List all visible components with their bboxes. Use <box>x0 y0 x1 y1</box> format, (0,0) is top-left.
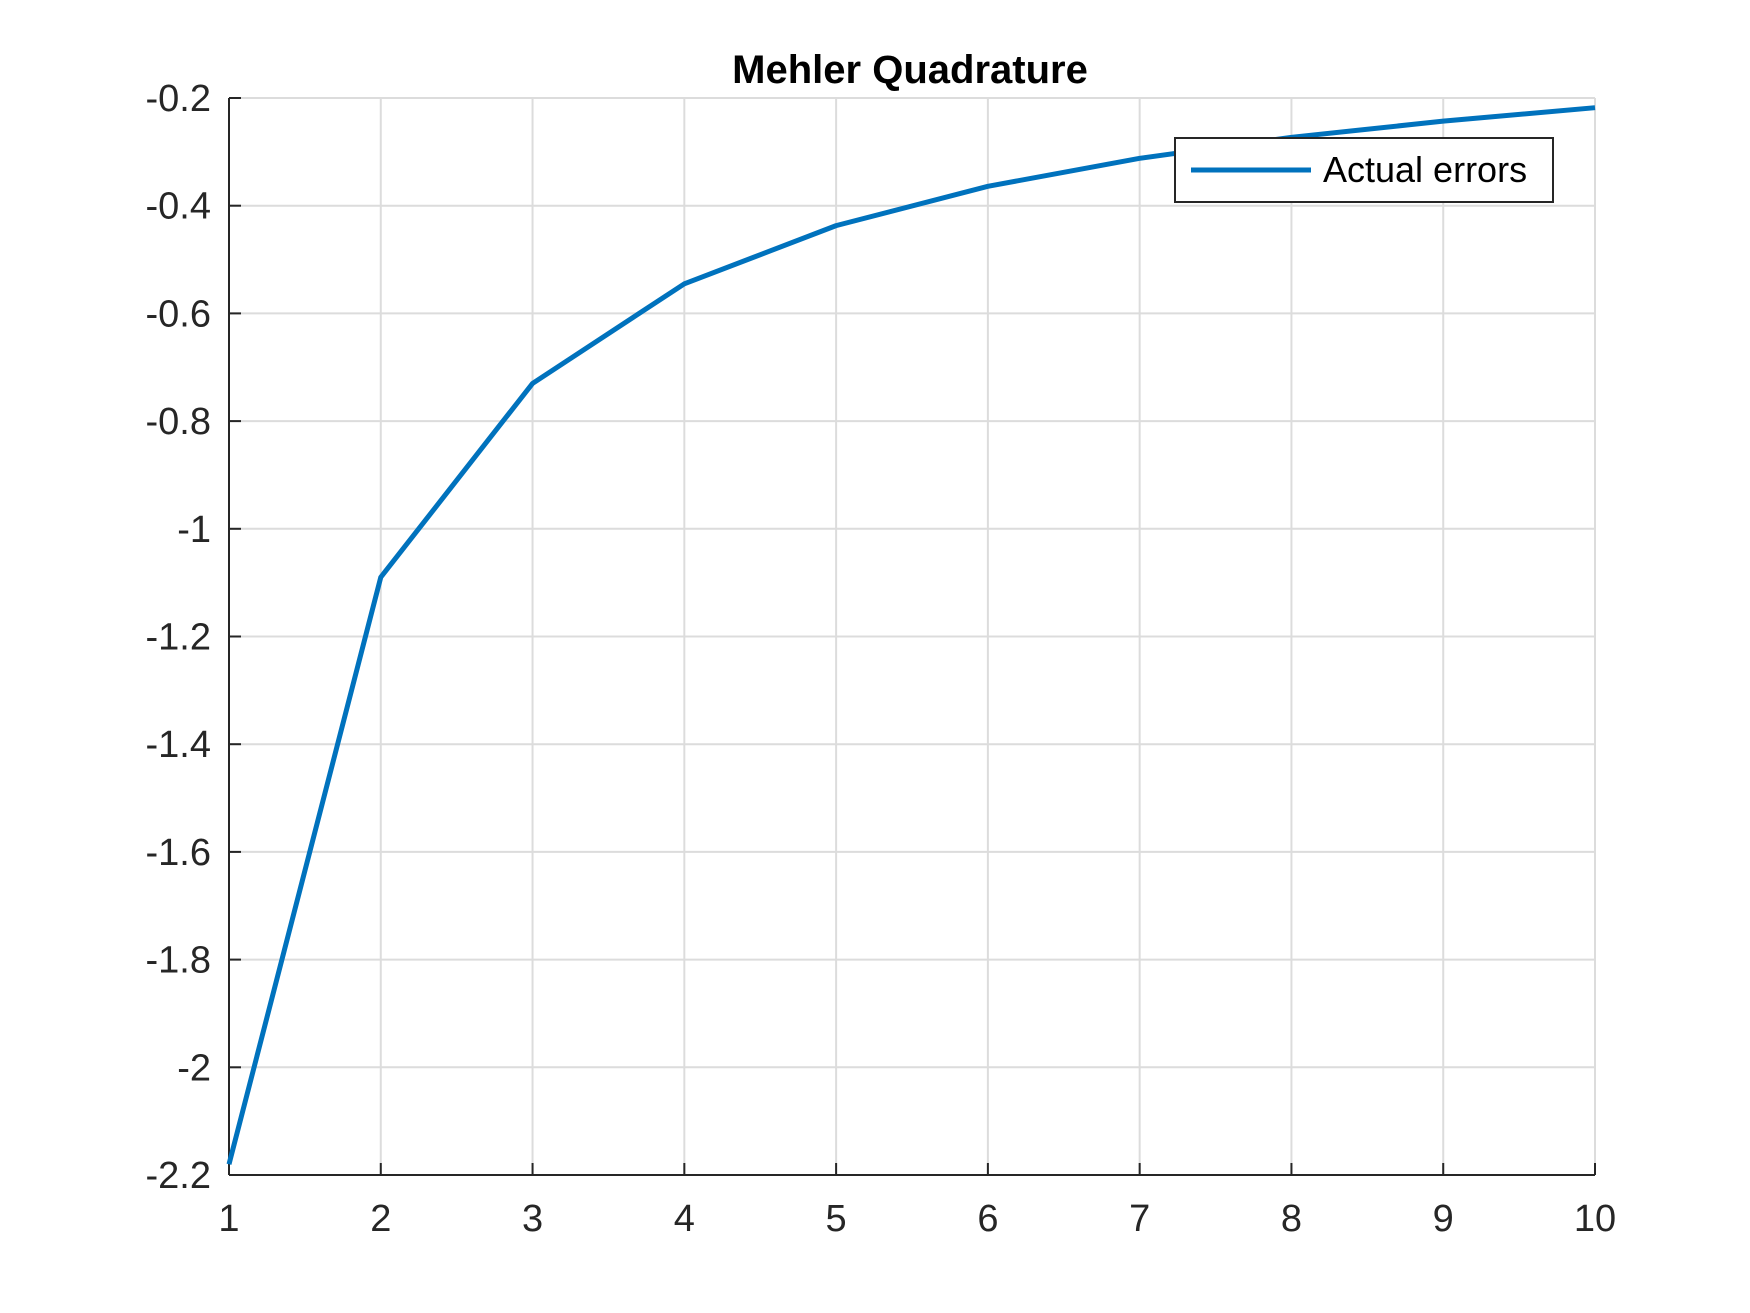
legend-box <box>1174 137 1554 203</box>
y-tick-label: -0.2 <box>146 78 211 120</box>
y-tick-label: -1.4 <box>146 724 211 766</box>
y-tick-label: -0.4 <box>146 186 211 228</box>
axes <box>228 97 1596 1176</box>
x-tick-label: 6 <box>977 1198 998 1240</box>
x-tick-label: 3 <box>522 1198 543 1240</box>
x-tick-label: 10 <box>1574 1198 1616 1240</box>
chart-title: Mehler Quadrature <box>732 48 1088 92</box>
tick-labels: 1 2 3 4 5 6 7 8 9 10 -0.2 -0.4 -0.6 -0.8 -1 -1.2 -1.4 -1.… <box>146 78 1617 1240</box>
x-tick-label: 2 <box>370 1198 391 1240</box>
legend-label: Actual errors <box>1323 149 1527 190</box>
y-tick-label: -0.6 <box>146 293 211 335</box>
x-tick-label: 5 <box>826 1198 847 1240</box>
y-tick-label: -1.6 <box>146 832 211 874</box>
y-tick-label: -0.8 <box>146 401 211 443</box>
x-tick-label: 7 <box>1129 1198 1150 1240</box>
grid <box>228 97 1596 1176</box>
series-lines <box>226 105 1596 1165</box>
x-tick-label: 8 <box>1281 1198 1302 1240</box>
series-line <box>226 105 1596 1165</box>
y-tick-label: -1 <box>177 509 211 551</box>
x-tick-label: 1 <box>218 1198 239 1240</box>
y-tick-label: -2 <box>177 1047 211 1089</box>
x-tick-label: 4 <box>674 1198 695 1240</box>
legend: Actual errors <box>1174 137 1554 203</box>
x-tick-label: 9 <box>1433 1198 1454 1240</box>
y-tick-label: -2.2 <box>146 1155 211 1197</box>
y-tick-label: -1.8 <box>146 940 211 982</box>
y-tick-label: -1.2 <box>146 617 211 659</box>
